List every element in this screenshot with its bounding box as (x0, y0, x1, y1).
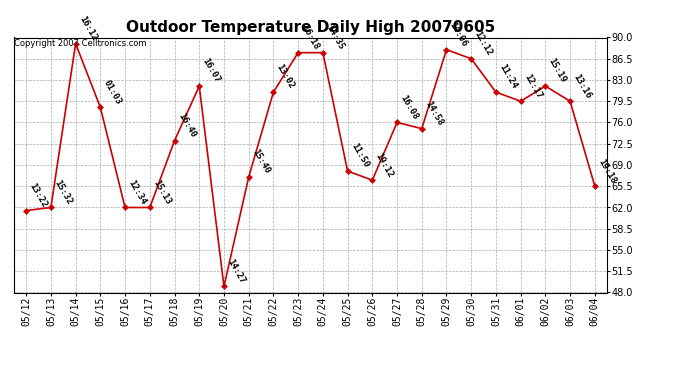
Text: 13:22: 13:22 (28, 182, 49, 209)
Text: 15:13: 15:13 (151, 178, 172, 206)
Text: 16:08: 16:08 (398, 93, 420, 121)
Text: 16:40: 16:40 (176, 111, 197, 140)
Text: 16:18: 16:18 (299, 24, 321, 51)
Text: 15:40: 15:40 (250, 148, 271, 176)
Text: 12:12: 12:12 (473, 30, 494, 57)
Text: Copyright 2007 Celltronics.com: Copyright 2007 Celltronics.com (14, 39, 147, 48)
Text: 14:27: 14:27 (226, 257, 246, 285)
Text: 12:34: 12:34 (126, 178, 148, 206)
Text: 12:17: 12:17 (522, 72, 543, 100)
Text: 16:12: 16:12 (77, 14, 98, 42)
Text: 16:07: 16:07 (201, 57, 222, 85)
Text: 14:58: 14:58 (423, 99, 444, 127)
Text: 13:16: 13:16 (571, 72, 593, 100)
Text: 11:50: 11:50 (349, 142, 371, 170)
Text: 15:19: 15:19 (546, 57, 568, 85)
Text: 11:24: 11:24 (497, 63, 519, 91)
Text: 19:12: 19:12 (374, 151, 395, 179)
Title: Outdoor Temperature Daily High 20070605: Outdoor Temperature Daily High 20070605 (126, 20, 495, 35)
Text: 01:03: 01:03 (101, 78, 123, 106)
Text: 14:06: 14:06 (448, 21, 469, 48)
Text: 13:02: 13:02 (275, 63, 296, 91)
Text: 19:18: 19:18 (596, 157, 618, 185)
Text: 14:35: 14:35 (324, 24, 346, 51)
Text: 15:32: 15:32 (52, 178, 74, 206)
